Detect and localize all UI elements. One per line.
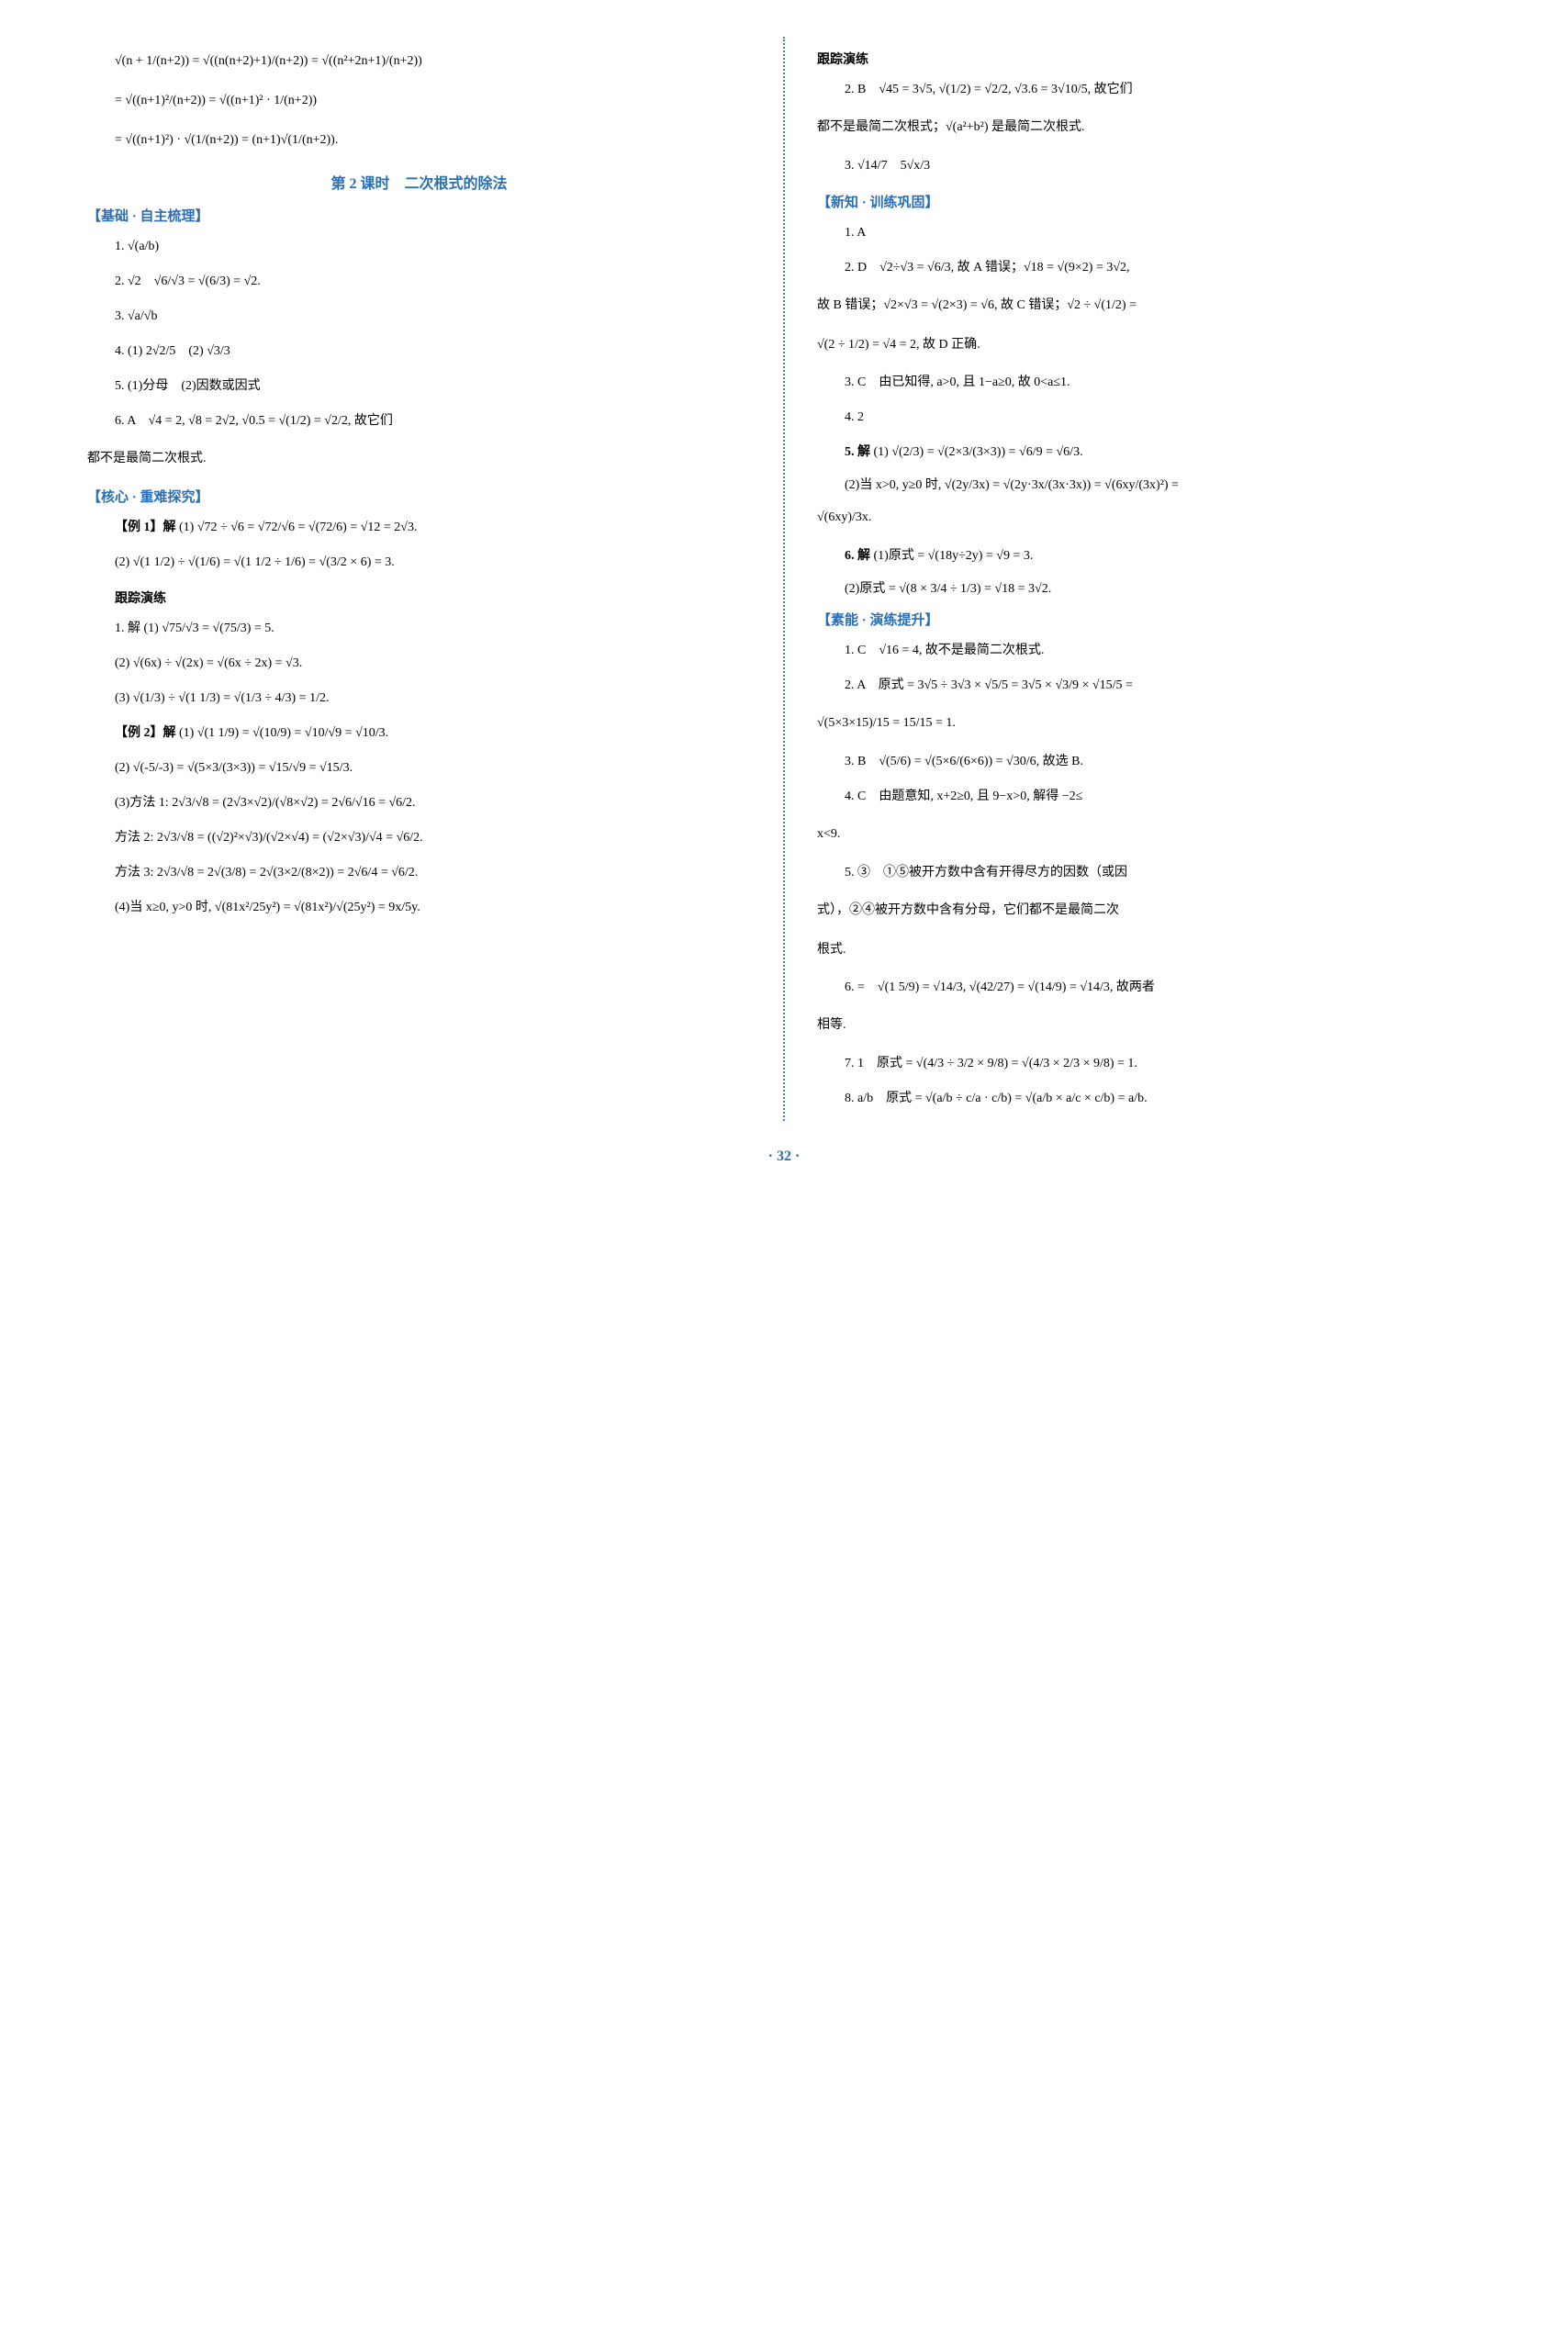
continuation-text: 根式.	[817, 936, 1481, 965]
list-item: 6. 解 (1)原式 = √(18y÷2y) = √9 = 3.	[845, 543, 1481, 569]
example-label: 【例 1】解	[115, 521, 176, 534]
example-item: 【例 1】解 (1) √72 ÷ √6 = √72/√6 = √(72/6) =…	[115, 515, 751, 541]
list-item: 3. B √(5/6) = √(5×6/(6×6)) = √30/6, 故选 B…	[845, 749, 1481, 775]
list-item: 5. 解 (1) √(2/3) = √(2×3/(3×3)) = √6/9 = …	[845, 440, 1481, 465]
continuation-text: 相等.	[817, 1012, 1481, 1040]
list-item: 4. 2	[845, 405, 1481, 431]
problem-label: 6. 解	[845, 549, 870, 563]
eq-line: = √((n+1)²) · √(1/(n+2)) = (n+1)√(1/(n+2…	[115, 127, 751, 155]
list-item: 6. A √4 = 2, √8 = 2√2, √0.5 = √(1/2) = √…	[115, 409, 751, 434]
continuation-text: √(5×3×15)/15 = 15/15 = 1.	[817, 710, 1481, 738]
continuation-text: x<9.	[817, 821, 1481, 849]
list-item: 4. C 由题意知, x+2≥0, 且 9−x>0, 解得 −2≤	[845, 784, 1481, 810]
sub-item: (2)原式 = √(8 × 3/4 ÷ 1/3) = √18 = 3√2.	[845, 578, 1481, 597]
right-column: 跟踪演练 2. B √45 = 3√5, √(1/2) = √2/2, √3.6…	[803, 37, 1495, 1121]
lesson-title: 第 2 课时 二次根式的除法	[87, 171, 751, 193]
example-part: (3)方法 1: 2√3/√8 = (2√3×√2)/(√8×√2) = 2√6…	[115, 790, 751, 816]
continuation-text: 都不是最简二次根式.	[87, 445, 751, 474]
track-heading: 跟踪演练	[115, 588, 751, 607]
list-item: 3. C 由已知得, a>0, 且 1−a≥0, 故 0<a≤1.	[845, 370, 1481, 396]
list-item: 2. B √45 = 3√5, √(1/2) = √2/2, √3.6 = 3√…	[845, 77, 1481, 103]
list-item: 2. D √2÷√3 = √6/3, 故 A 错误；√18 = √(9×2) =…	[845, 255, 1481, 281]
example-label: 【例 2】解	[115, 726, 176, 740]
page-container: √(n + 1/(n+2)) = √((n(n+2)+1)/(n+2)) = √…	[73, 37, 1495, 1121]
continuation-text: 都不是最简二次根式；√(a²+b²) 是最简二次根式.	[817, 114, 1481, 142]
list-item: 4. (1) 2√2/5 (2) √3/3	[115, 339, 751, 364]
track-heading: 跟踪演练	[817, 50, 1481, 68]
list-item: 2. √2 √6/√3 = √(6/3) = √2.	[115, 269, 751, 295]
continuation-text: 式），②④被开方数中含有分母，它们都不是最简二次	[817, 897, 1481, 925]
example-part: (2) √(1 1/2) ÷ √(1/6) = √(1 1/2 ÷ 1/6) =…	[115, 550, 751, 576]
left-column: √(n + 1/(n+2)) = √((n(n+2)+1)/(n+2)) = √…	[73, 37, 765, 1121]
example-part: 方法 2: 2√3/√8 = ((√2)²×√3)/(√2×√4) = (√2×…	[115, 825, 751, 851]
example-content: (1) √72 ÷ √6 = √72/√6 = √(72/6) = √12 = …	[179, 521, 417, 534]
problem-content: (1) √(2/3) = √(2×3/(3×3)) = √6/9 = √6/3.	[874, 445, 1083, 459]
eq-line: = √((n+1)²/(n+2)) = √((n+1)² · 1/(n+2))	[115, 87, 751, 116]
section-heading: 【核心 · 重难探究】	[87, 487, 751, 506]
list-item: 5. ③ ①⑤被开方数中含有开得尽方的因数（或因	[845, 860, 1481, 886]
list-item: 7. 1 原式 = √(4/3 ÷ 3/2 × 9/8) = √(4/3 × 2…	[845, 1051, 1481, 1077]
list-item: 6. = √(1 5/9) = √14/3, √(42/27) = √(14/9…	[845, 975, 1481, 1001]
list-item: 1. 解 (1) √75/√3 = √(75/3) = 5.	[115, 616, 751, 642]
list-item: 1. A	[845, 220, 1481, 246]
problem-label: 5. 解	[845, 445, 870, 459]
example-part: (2) √(-5/-3) = √(5×3/(3×3)) = √15/√9 = √…	[115, 756, 751, 781]
section-heading: 【素能 · 演练提升】	[817, 610, 1481, 629]
list-item: 1. √(a/b)	[115, 234, 751, 260]
list-item: 3. √14/7 5√x/3	[845, 153, 1481, 179]
list-item: (2) √(6x) ÷ √(2x) = √(6x ÷ 2x) = √3.	[115, 651, 751, 677]
continuation-text: 故 B 错误；√2×√3 = √(2×3) = √6, 故 C 错误；√2 ÷ …	[817, 292, 1481, 320]
example-part: (4)当 x≥0, y>0 时, √(81x²/25y²) = √(81x²)/…	[115, 895, 751, 921]
section-heading: 【基础 · 自主梳理】	[87, 206, 751, 225]
list-item: 2. A 原式 = 3√5 ÷ 3√3 × √5/5 = 3√5 × √3/9 …	[845, 673, 1481, 699]
eq-line: √(n + 1/(n+2)) = √((n(n+2)+1)/(n+2)) = √…	[115, 48, 751, 76]
example-content: (1) √(1 1/9) = √(10/9) = √10/√9 = √10/3.	[179, 726, 388, 740]
continuation-text: √(6xy)/3x.	[817, 504, 1481, 532]
example-part: 方法 3: 2√3/√8 = 2√(3/8) = 2√(3×2/(8×2)) =…	[115, 860, 751, 886]
list-item: 3. √a/√b	[115, 304, 751, 330]
problem-content: (1)原式 = √(18y÷2y) = √9 = 3.	[874, 549, 1034, 563]
page-number: · 32 ·	[73, 1148, 1495, 1165]
list-item: 5. (1)分母 (2)因数或因式	[115, 374, 751, 399]
continuation-text: √(2 ÷ 1/2) = √4 = 2, 故 D 正确.	[817, 331, 1481, 360]
column-divider	[783, 37, 785, 1121]
list-item: 1. C √16 = 4, 故不是最简二次根式.	[845, 638, 1481, 664]
sub-item: (2)当 x>0, y≥0 时, √(2y/3x) = √(2y·3x/(3x·…	[845, 475, 1481, 493]
list-item: (3) √(1/3) ÷ √(1 1/3) = √(1/3 ÷ 4/3) = 1…	[115, 686, 751, 711]
list-item: 8. a/b 原式 = √(a/b ÷ c/a · c/b) = √(a/b ×…	[845, 1086, 1481, 1112]
example-item: 【例 2】解 (1) √(1 1/9) = √(10/9) = √10/√9 =…	[115, 721, 751, 746]
section-heading: 【新知 · 训练巩固】	[817, 192, 1481, 211]
